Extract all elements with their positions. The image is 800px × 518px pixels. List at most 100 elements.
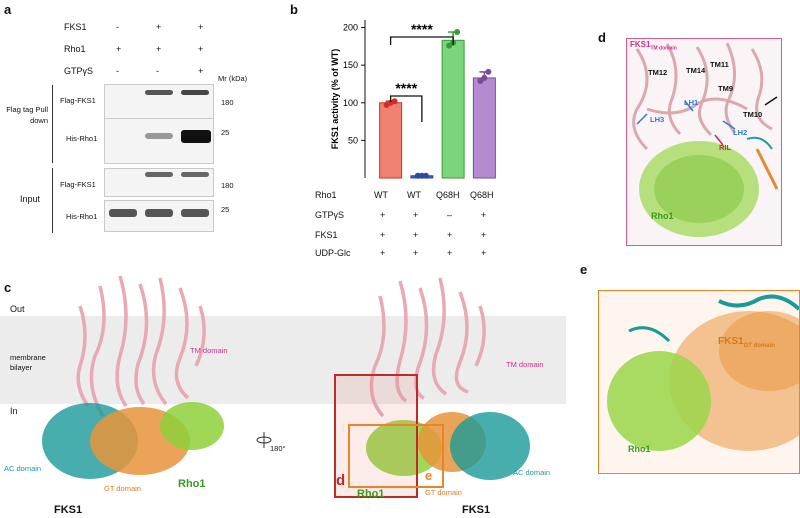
row-label-udpglc: UDP-Glc bbox=[315, 248, 351, 258]
in-label: In bbox=[10, 406, 18, 416]
left-tm-label: TM domain bbox=[190, 346, 228, 355]
cell-2-0: + bbox=[380, 230, 386, 240]
cond-fks1-label: FKS1 bbox=[64, 22, 87, 32]
cell-3-2: + bbox=[447, 248, 453, 258]
cond-gtpgs-l1: - bbox=[116, 66, 119, 76]
label-tm9: TM9 bbox=[718, 84, 733, 93]
left-gt-label: GT domain bbox=[104, 484, 141, 493]
sig-bracket bbox=[389, 95, 423, 122]
panel-c-label: c bbox=[4, 280, 12, 295]
mw-header: Mr (kDa) bbox=[218, 74, 248, 83]
cell-0-2: Q68H bbox=[436, 190, 460, 200]
cell-3-3: + bbox=[481, 248, 487, 258]
panel-e-fks1: FKS1GT domain bbox=[718, 336, 775, 349]
cell-0-0: WT bbox=[374, 190, 388, 200]
sig-label: **** bbox=[395, 80, 417, 96]
cell-1-2: – bbox=[447, 210, 453, 220]
cond-gtpgs-label: GTPγS bbox=[64, 66, 94, 76]
data-point bbox=[454, 29, 461, 36]
marker-2: 25 bbox=[221, 128, 230, 137]
cell-0-1: WT bbox=[407, 190, 421, 200]
pulldown-bracket bbox=[52, 85, 53, 163]
right-gt-label: GT domain bbox=[425, 488, 462, 497]
cell-2-3: + bbox=[481, 230, 487, 240]
cell-2-2: + bbox=[447, 230, 453, 240]
label-lh3: LH3 bbox=[650, 115, 665, 124]
cond-rho1-l3: + bbox=[198, 44, 204, 54]
bar bbox=[379, 102, 403, 179]
cond-gtpgs-l3: + bbox=[198, 66, 204, 76]
blot-input-rho1 bbox=[104, 200, 214, 232]
panel-e-image bbox=[598, 290, 800, 474]
cell-1-1: + bbox=[413, 210, 419, 220]
panel-d-label: d bbox=[598, 30, 606, 45]
out-label: Out bbox=[10, 304, 25, 314]
cell-3-0: + bbox=[380, 248, 386, 258]
cell-1-3: + bbox=[481, 210, 487, 220]
panel-e-fks1-sub: GT domain bbox=[743, 343, 775, 349]
panel-e-fks1-main: FKS1 bbox=[718, 336, 744, 347]
marker-3: 180 bbox=[221, 181, 234, 190]
left-structure bbox=[42, 275, 224, 479]
box-e-label: e bbox=[425, 468, 433, 483]
cond-fks1-l2: + bbox=[156, 22, 162, 32]
row-label-rho1: Rho1 bbox=[315, 190, 337, 200]
blot-pulldown-fks1 bbox=[104, 84, 214, 119]
right-structure bbox=[366, 277, 530, 480]
box-d-label: d bbox=[336, 472, 346, 489]
y-tick-label: 100 bbox=[343, 98, 358, 108]
label-lh1: LH1 bbox=[684, 98, 699, 107]
cond-rho1-l1: + bbox=[116, 44, 122, 54]
label-tm11: TM11 bbox=[710, 60, 729, 69]
blot-label-2: His-Rho1 bbox=[66, 134, 98, 143]
left-rho1-label: Rho1 bbox=[178, 478, 206, 490]
activity-chart: 50 100 150 200 FKS1 activity (% of WT) **** **… bbox=[330, 20, 496, 179]
cond-fks1-l3: + bbox=[198, 22, 204, 32]
right-rho1-label: Rho1 bbox=[357, 488, 385, 500]
marker-1: 180 bbox=[221, 98, 234, 107]
cell-2-1: + bbox=[413, 230, 419, 240]
row-label-gtpgs: GTPγS bbox=[315, 210, 345, 220]
bar bbox=[472, 77, 496, 179]
input-label: Input bbox=[20, 194, 41, 204]
panel-d-image bbox=[626, 38, 782, 246]
panel-e-label: e bbox=[580, 262, 588, 277]
marker-4: 25 bbox=[221, 205, 230, 214]
sig-label: **** bbox=[411, 21, 433, 37]
blot-label-1: Flag-FKS1 bbox=[60, 96, 96, 105]
right-fks1-title: FKS1 bbox=[462, 504, 491, 516]
bar bbox=[441, 39, 465, 179]
y-tick-label: 200 bbox=[343, 23, 358, 33]
y-tick-label: 50 bbox=[348, 135, 358, 145]
cond-rho1-l2: + bbox=[156, 44, 162, 54]
box-e bbox=[348, 424, 444, 488]
panel-e-structure bbox=[607, 294, 799, 451]
data-point bbox=[485, 68, 492, 75]
data-point bbox=[481, 74, 488, 81]
data-point bbox=[422, 172, 429, 179]
rotate-icon bbox=[256, 432, 272, 448]
blot-input-fks1 bbox=[104, 168, 214, 197]
rotation-label: 180° bbox=[270, 444, 286, 453]
label-tm10: TM10 bbox=[743, 110, 763, 119]
panel-d-rho1: Rho1 bbox=[651, 211, 674, 221]
blot-label-4: His-Rho1 bbox=[66, 212, 98, 221]
right-tm-label: TM domain bbox=[506, 360, 544, 369]
data-point bbox=[391, 98, 398, 105]
pulldown-label: Flag tag Pull down bbox=[6, 105, 48, 125]
cell-3-1: + bbox=[413, 248, 419, 258]
cond-gtpgs-l2: - bbox=[156, 66, 159, 76]
left-fks1-title: FKS1 bbox=[54, 504, 83, 516]
label-tm14: TM14 bbox=[686, 66, 706, 75]
sig-bracket bbox=[389, 36, 454, 45]
panel-b-label: b bbox=[290, 2, 298, 17]
panel-d-title: FKS1TM domain bbox=[630, 40, 677, 52]
membrane-label: membrane bilayer bbox=[10, 353, 46, 372]
row-label-fks1: FKS1 bbox=[315, 230, 338, 240]
label-ril: RIL bbox=[719, 143, 732, 152]
y-tick-label: 150 bbox=[343, 60, 358, 70]
input-bracket bbox=[52, 168, 53, 233]
right-ac-label: AC domain bbox=[513, 468, 551, 477]
panel-d-structure bbox=[632, 42, 779, 237]
panel-e-rho1: Rho1 bbox=[628, 444, 651, 454]
